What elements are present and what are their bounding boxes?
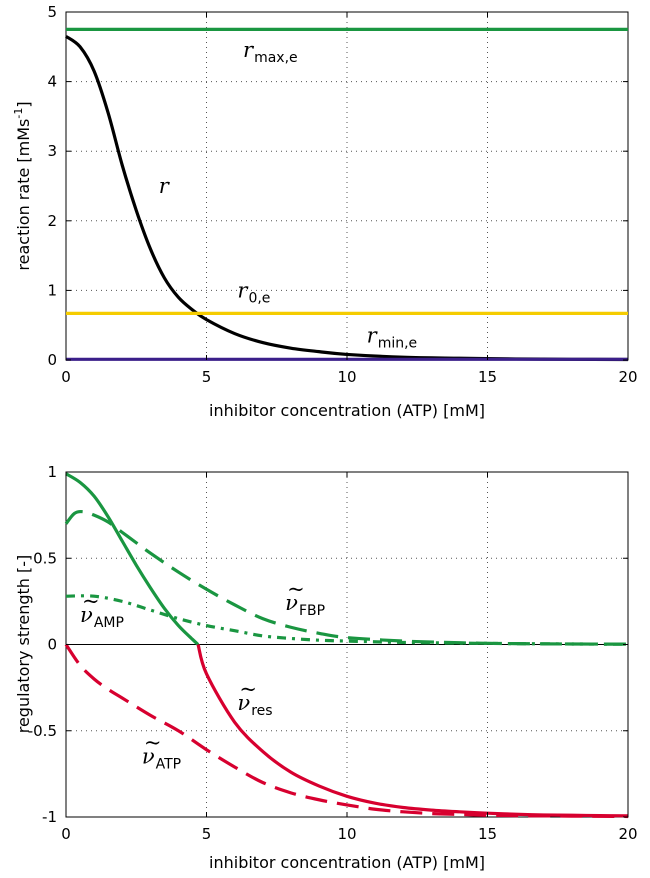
y-tick-label: 1	[47, 463, 57, 481]
series-line	[64, 509, 629, 646]
y-axis-label-end: ]	[14, 101, 33, 107]
x-tick-label: 5	[202, 825, 212, 843]
series-line	[65, 594, 629, 646]
series-line	[64, 643, 629, 819]
y-tick-label: 4	[47, 73, 57, 91]
x-axis-label: inhibitor concentration (ATP) [mM]	[209, 401, 485, 420]
x-tick-label: 20	[618, 825, 637, 843]
tick-layer: 0 5 10 15 20 -1 -0.5 0 0.5 1	[28, 463, 638, 843]
series-annotation: νFBP	[285, 591, 325, 619]
series-layer	[64, 472, 629, 819]
series-annotation: νATP	[142, 745, 181, 773]
tilde-mark: ~	[144, 731, 162, 755]
y-tick-label: -0.5	[28, 722, 57, 740]
y-tick-label: 3	[47, 142, 57, 160]
x-tick-label: 10	[337, 368, 356, 386]
series-annotation: νAMP	[80, 603, 124, 631]
tick-layer: 0 5 10 15 20 0 1 2 3 4 5	[47, 3, 637, 386]
y-tick-label: 1	[47, 281, 57, 299]
x-tick-label: 20	[618, 368, 637, 386]
y-axis-label: regulatory strength [-]	[14, 555, 33, 734]
reaction-rate-chart: 0 5 10 15 20 0 1 2 3 4 5 rmax,e r r0,e rmin,e inhibit…	[12, 3, 638, 420]
y-tick-label: 5	[47, 3, 57, 21]
x-tick-label: 5	[202, 368, 212, 386]
series-annotation: r	[159, 174, 171, 198]
y-tick-label: 0	[47, 636, 57, 654]
series-line	[65, 472, 200, 646]
x-tick-label: 10	[337, 825, 356, 843]
series-annotation: νres	[237, 691, 272, 719]
regulatory-strength-chart: 0 5 10 15 20-1-0.500.51 νFBP~νAMP~νres~νATP~…	[14, 463, 638, 872]
x-tick-label: 15	[478, 368, 497, 386]
y-axis-label-main: reaction rate [mMs	[14, 119, 33, 271]
y-axis-label: reaction rate [mMs-1]	[12, 101, 33, 270]
series-annotation: rmax,e	[243, 38, 298, 66]
grid-lines	[66, 12, 628, 360]
series-line	[196, 644, 629, 818]
tilde-mark: ~	[239, 677, 257, 701]
tilde-mark: ~	[287, 577, 305, 601]
y-tick-label: 2	[47, 212, 57, 230]
x-tick-label: 0	[61, 825, 71, 843]
x-tick-label: 0	[61, 368, 71, 386]
y-axis-label-superscript: -1	[12, 108, 25, 119]
y-tick-label: 0	[47, 351, 57, 369]
annotation-layer: rmax,e r r0,e rmin,e	[159, 38, 417, 351]
series-layer	[65, 27, 629, 362]
annotation-layer: νFBP~νAMP~νres~νATP~	[80, 577, 325, 773]
series-annotation: r0,e	[237, 278, 270, 306]
x-tick-label: 15	[478, 825, 497, 843]
y-tick-label: -1	[42, 808, 57, 826]
y-tick-label: 0.5	[33, 549, 57, 567]
tilde-mark: ~	[82, 589, 100, 613]
x-axis-label: inhibitor concentration (ATP) [mM]	[209, 853, 485, 872]
series-annotation: rmin,e	[367, 324, 418, 352]
